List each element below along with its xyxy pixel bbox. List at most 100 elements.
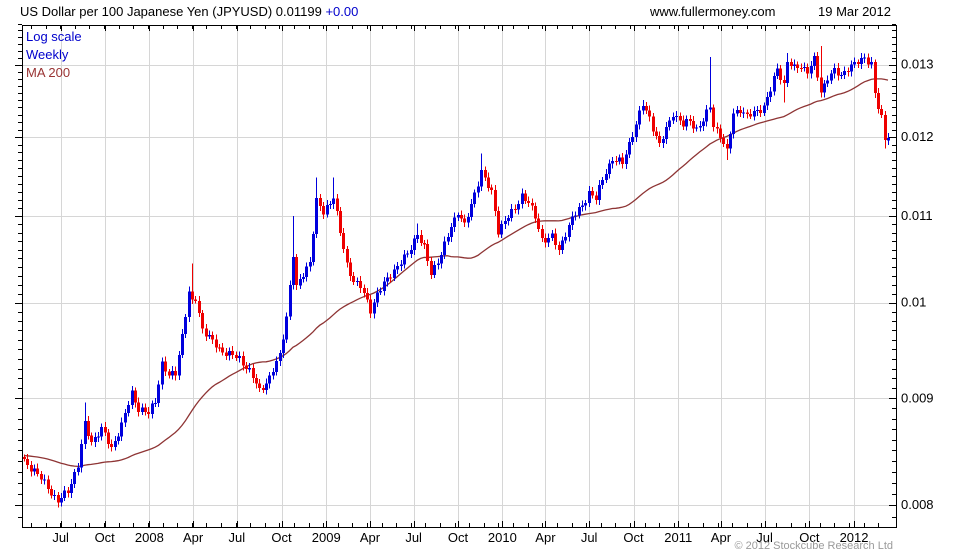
candle-body [655,131,658,136]
candle-body [712,107,715,128]
candle-body [154,402,157,404]
candle-body [803,66,806,68]
copyright-notice: © 2012 Stockcube Research Ltd [734,540,893,552]
candle-body [443,241,446,255]
candle-body [60,497,63,503]
x-axis-label: Jul [228,530,245,545]
candle-body [104,427,107,433]
candle-body [50,489,53,496]
candle-body [265,383,268,390]
candle-body [164,361,167,372]
candle-body [608,163,611,174]
candle-body [426,244,429,261]
candle-body [97,436,100,438]
candle-body [319,198,322,207]
x-axis-label: 2010 [488,530,517,545]
candle-body [813,56,816,67]
candle-body [366,292,369,300]
candle-body [47,479,50,490]
candle-body [544,237,547,243]
candle-body [857,62,860,64]
candle-body [833,68,836,74]
candle-body [379,291,382,293]
candle-body [400,264,403,266]
candle-body [275,361,278,373]
candle-body [692,120,695,129]
candle-body [188,291,191,317]
candle-body [490,187,493,190]
candle-body [342,233,345,250]
candle-body [373,302,376,314]
candle-body [689,119,692,121]
candle-body [144,407,147,412]
candle-body [773,75,776,92]
candle-body [860,58,863,65]
candle-body [292,256,295,285]
x-axis-label: Apr [711,530,732,545]
price-change: +0.00 [325,4,359,19]
candle-body [837,68,840,76]
candle-body [423,242,426,245]
candle-body [524,193,527,202]
candle-body [517,204,520,210]
candle-body [870,62,873,65]
candle-body [450,227,453,238]
x-axis-label: 2008 [135,530,164,545]
candle-body [67,490,70,493]
x-axis-label: 2011 [664,530,692,545]
candle-body [736,110,739,114]
candle-body [705,109,708,122]
candle-body [601,180,604,186]
candle-body [262,388,265,390]
candle-body [289,284,292,317]
candle-body [759,109,762,113]
candle-body [621,157,624,164]
website-link[interactable]: www.fullermoney.com [650,4,776,19]
candle-body [208,334,211,337]
candle-body [726,144,729,149]
candle-body [840,75,843,77]
y-axis-label: 0.009 [901,390,934,405]
candle-body [729,134,732,149]
candle-body [36,468,39,474]
candle-body [389,277,392,279]
candle-body [595,195,598,200]
x-axis-label: Apr [183,530,204,545]
candle-body [598,185,601,200]
x-axis-label: Oct [799,530,820,545]
candle-body [820,77,823,93]
candle-body [628,141,631,155]
candle-body [732,113,735,135]
candle-body [235,355,238,359]
candle-body [305,266,308,277]
candle-body [174,370,177,376]
candle-body [272,372,275,376]
candle-body [295,256,298,286]
candle-body [312,234,315,263]
candle-body [527,201,530,203]
candle-body [554,233,557,246]
candle-body [578,207,581,216]
candle-body [107,432,110,444]
candle-body [147,411,150,414]
candle-body [648,110,651,117]
candle-body [716,127,719,129]
candle-body [568,225,571,238]
candle-body [635,124,638,138]
candle-body [863,57,866,59]
candle-body [336,198,339,211]
candle-body [383,281,386,292]
candle-body [790,62,793,67]
candle-body [453,217,456,227]
candle-body [507,218,510,221]
candle-body [410,250,413,254]
candle-body [830,73,833,81]
candle-body [672,116,675,121]
candle-body [884,114,887,141]
candle-body [77,467,80,473]
candle-body [120,422,123,437]
candle-body [766,96,769,106]
candle-body [157,384,160,403]
